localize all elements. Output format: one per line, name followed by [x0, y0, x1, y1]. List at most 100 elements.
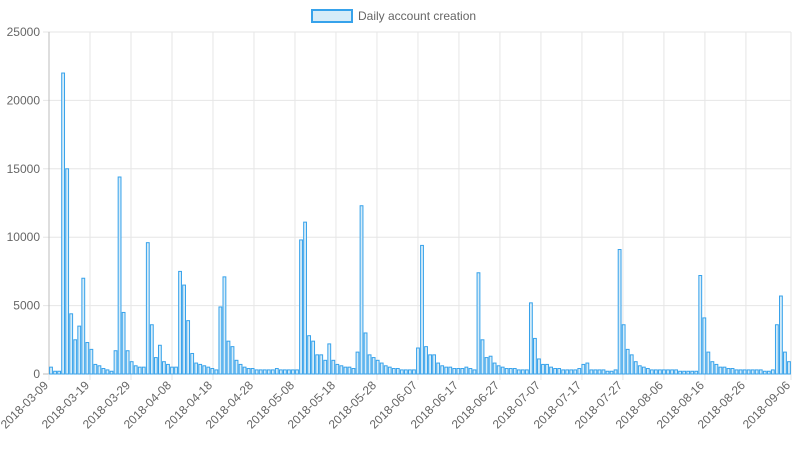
- bar[interactable]: [476, 272, 481, 375]
- bar[interactable]: [658, 369, 662, 375]
- bar[interactable]: [379, 362, 384, 375]
- bar[interactable]: [218, 306, 223, 375]
- bar[interactable]: [412, 369, 416, 375]
- bar[interactable]: [73, 339, 78, 375]
- bar[interactable]: [674, 369, 678, 375]
- bar[interactable]: [299, 239, 303, 375]
- bar[interactable]: [787, 361, 791, 375]
- bar[interactable]: [210, 368, 215, 375]
- bar[interactable]: [117, 176, 122, 375]
- bar[interactable]: [468, 368, 473, 375]
- bar[interactable]: [666, 369, 670, 375]
- bar[interactable]: [654, 369, 658, 375]
- bar[interactable]: [577, 368, 582, 375]
- bar[interactable]: [448, 366, 453, 375]
- bar[interactable]: [512, 368, 517, 375]
- bar[interactable]: [206, 366, 211, 375]
- bar[interactable]: [420, 244, 424, 375]
- bar[interactable]: [287, 369, 291, 375]
- bar[interactable]: [533, 337, 537, 375]
- bar[interactable]: [375, 359, 380, 375]
- bar[interactable]: [315, 354, 320, 375]
- bar[interactable]: [149, 324, 154, 375]
- bar[interactable]: [682, 370, 687, 375]
- bar[interactable]: [141, 366, 146, 375]
- bar[interactable]: [250, 368, 255, 375]
- bar[interactable]: [710, 361, 715, 375]
- bar[interactable]: [133, 365, 138, 375]
- bar[interactable]: [750, 369, 755, 375]
- bar[interactable]: [452, 368, 457, 375]
- bar[interactable]: [758, 369, 763, 375]
- bar[interactable]: [528, 302, 533, 375]
- bar[interactable]: [686, 370, 691, 375]
- bar[interactable]: [641, 366, 646, 375]
- bar[interactable]: [645, 368, 650, 375]
- bar[interactable]: [93, 363, 98, 375]
- bar[interactable]: [416, 347, 420, 375]
- bar[interactable]: [283, 369, 287, 375]
- bar[interactable]: [561, 369, 566, 375]
- bar[interactable]: [545, 363, 549, 375]
- bar[interactable]: [69, 313, 74, 375]
- bar[interactable]: [391, 368, 396, 375]
- bar[interactable]: [262, 369, 267, 375]
- bar[interactable]: [621, 324, 626, 375]
- bar[interactable]: [593, 369, 598, 375]
- bar[interactable]: [214, 369, 219, 375]
- bar[interactable]: [553, 368, 557, 375]
- bar[interactable]: [774, 324, 779, 375]
- bar[interactable]: [85, 342, 90, 375]
- bar[interactable]: [339, 365, 344, 375]
- bar[interactable]: [162, 361, 166, 375]
- bar[interactable]: [428, 354, 432, 375]
- bar[interactable]: [101, 368, 106, 375]
- bar[interactable]: [472, 369, 477, 375]
- bar[interactable]: [504, 368, 509, 375]
- bar[interactable]: [246, 368, 251, 375]
- bar[interactable]: [121, 311, 126, 375]
- bar[interactable]: [714, 363, 719, 375]
- bar[interactable]: [81, 277, 86, 375]
- bar[interactable]: [537, 358, 541, 375]
- bar[interactable]: [274, 368, 279, 375]
- bar[interactable]: [387, 366, 392, 375]
- bar[interactable]: [492, 362, 497, 375]
- bar[interactable]: [762, 370, 767, 375]
- bar[interactable]: [734, 369, 739, 375]
- bar[interactable]: [456, 368, 461, 375]
- bar[interactable]: [230, 346, 235, 375]
- bar[interactable]: [730, 368, 735, 375]
- bar[interactable]: [319, 354, 324, 375]
- bar[interactable]: [157, 344, 162, 375]
- bar[interactable]: [311, 340, 316, 375]
- bar[interactable]: [557, 368, 562, 375]
- bar[interactable]: [702, 317, 707, 375]
- bar[interactable]: [496, 365, 501, 375]
- bar[interactable]: [508, 368, 513, 375]
- bar[interactable]: [49, 366, 53, 375]
- bar[interactable]: [694, 370, 699, 375]
- bar[interactable]: [343, 366, 348, 375]
- bar[interactable]: [242, 366, 247, 375]
- bar[interactable]: [145, 242, 150, 375]
- bar[interactable]: [436, 362, 441, 375]
- bar[interactable]: [327, 343, 332, 375]
- bar[interactable]: [359, 205, 364, 375]
- bar[interactable]: [484, 357, 489, 375]
- bar[interactable]: [198, 363, 203, 375]
- bar[interactable]: [278, 369, 283, 375]
- bar[interactable]: [779, 295, 783, 375]
- bar[interactable]: [53, 370, 57, 375]
- bar[interactable]: [355, 351, 360, 375]
- bar[interactable]: [581, 363, 586, 375]
- bar[interactable]: [77, 325, 82, 375]
- bar[interactable]: [97, 365, 102, 375]
- bar[interactable]: [569, 369, 574, 375]
- bar[interactable]: [202, 365, 207, 375]
- bar[interactable]: [738, 369, 743, 375]
- bar[interactable]: [190, 352, 195, 375]
- bar[interactable]: [234, 359, 239, 375]
- bar[interactable]: [722, 366, 727, 375]
- bar[interactable]: [323, 359, 328, 375]
